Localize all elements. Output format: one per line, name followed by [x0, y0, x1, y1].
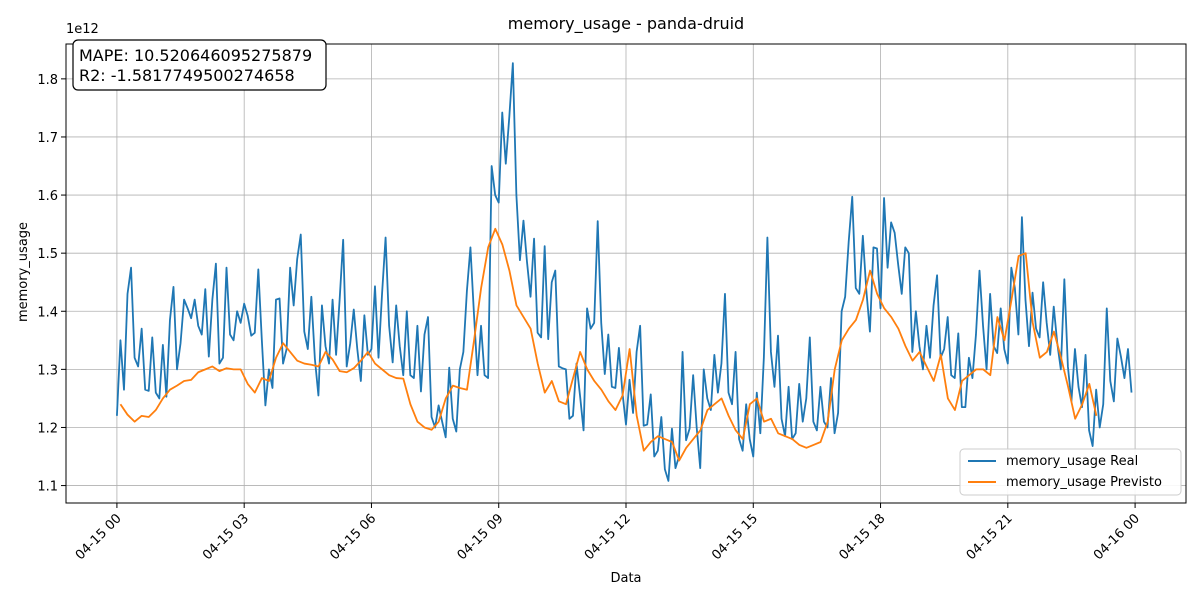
metrics-annotation: MAPE: 10.520646095275879 R2: -1.58177495…: [72, 39, 327, 91]
r2-text: R2: -1.5817749500274658: [79, 66, 295, 85]
annotation-box: [72, 39, 327, 91]
legend-label-real: memory_usage Real: [1006, 454, 1138, 469]
y-tick-label: 1.8: [37, 73, 58, 88]
series-line-previsto: [119, 227, 1098, 462]
legend: memory_usage Real memory_usage Previsto: [959, 448, 1182, 496]
y-tick-label: 1.5: [37, 247, 58, 262]
x-axis-label: Data: [610, 571, 641, 586]
legend-box: [959, 448, 1182, 496]
y-tick-label: 1.6: [37, 189, 58, 204]
y-tick-label: 1.3: [37, 363, 58, 378]
mape-text: MAPE: 10.520646095275879: [79, 46, 312, 65]
y-axis-label: memory_usage: [16, 222, 31, 322]
y-axis-offset-text: 1e12: [66, 22, 99, 37]
y-tick-label: 1.2: [37, 421, 58, 436]
y-tick-label: 1.1: [37, 480, 58, 495]
series-layer: [116, 62, 1133, 482]
series-line-real: [116, 62, 1133, 482]
y-tick-label: 1.7: [37, 131, 58, 146]
y-tick-label: 1.4: [37, 305, 58, 320]
legend-label-previsto: memory_usage Previsto: [1006, 475, 1162, 490]
chart-title: memory_usage - panda-druid: [508, 14, 744, 34]
y-axis: 1.1 1.2 1.3 1.4 1.5 1.6 1.7 1.8: [37, 73, 66, 495]
